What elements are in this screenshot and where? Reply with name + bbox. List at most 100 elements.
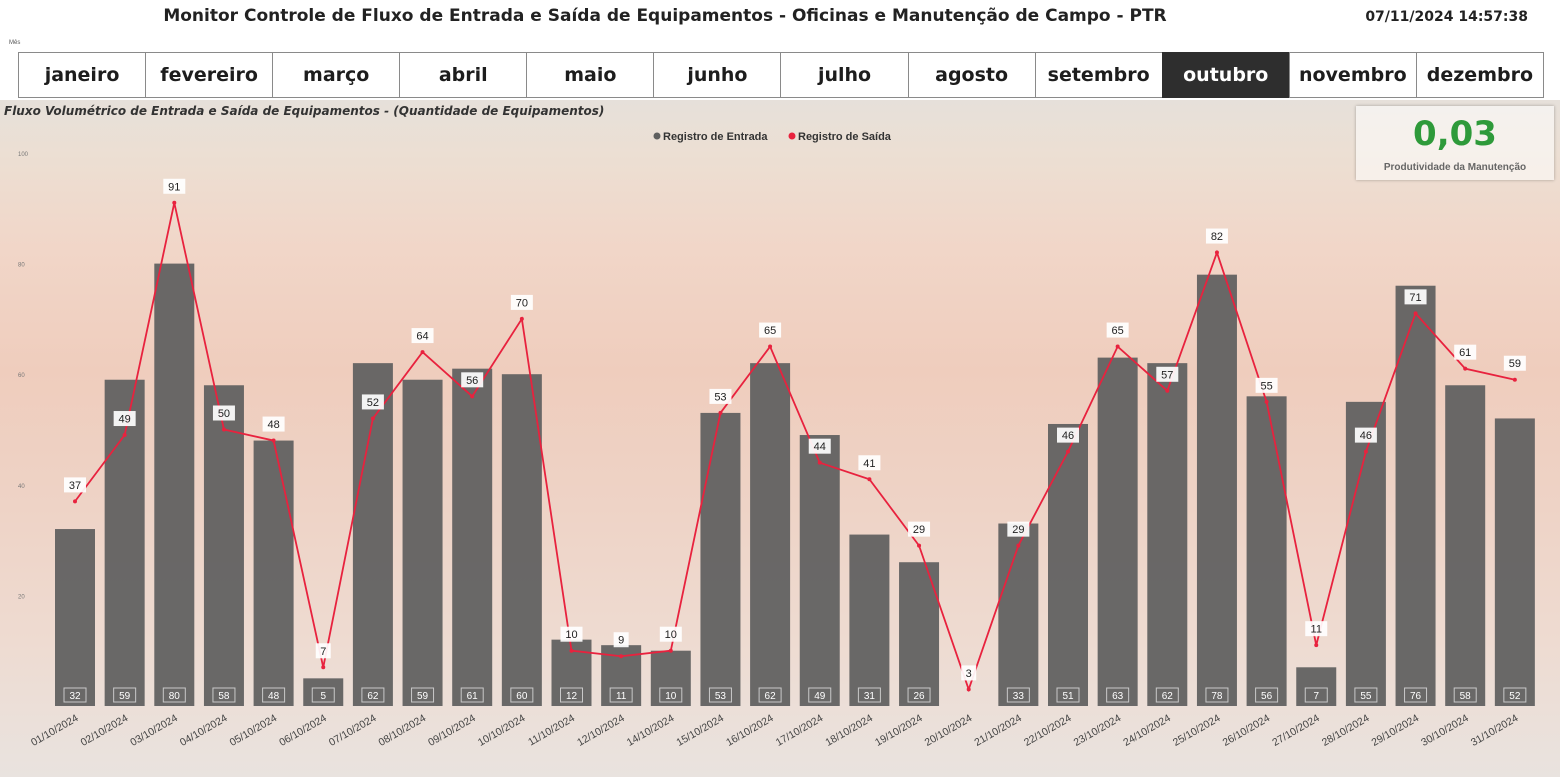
saida-point [271, 438, 276, 443]
month-button-abril[interactable]: abril [399, 52, 528, 98]
bar-value-label: 61 [467, 691, 479, 702]
saida-value-label: 82 [1211, 231, 1223, 243]
saida-value-label: 53 [714, 391, 726, 403]
saida-value-label: 48 [267, 419, 279, 431]
saida-point [172, 200, 177, 205]
x-tick-label: 29/10/2024 [1370, 712, 1422, 749]
saida-value-label: 29 [1012, 524, 1024, 536]
x-tick-label: 21/10/2024 [972, 712, 1024, 749]
bar-entrada [501, 374, 542, 706]
x-tick-label: 14/10/2024 [625, 712, 677, 749]
saida-point [1264, 399, 1269, 404]
datetime-stamp: 07/11/2024 14:57:38 [1365, 9, 1528, 25]
saida-point [321, 665, 326, 670]
bar-value-label: 51 [1062, 691, 1074, 702]
saida-value-label: 29 [913, 524, 925, 536]
saida-point [519, 316, 524, 321]
saida-value-label: 41 [863, 458, 875, 470]
bar-value-label: 59 [417, 691, 429, 702]
bar-entrada [998, 523, 1039, 706]
month-slicer: janeiro fevereiro março abril maio junho julho… [18, 52, 1544, 98]
saida-point [1165, 388, 1170, 393]
saida-value-label: 59 [1509, 358, 1521, 370]
kpi-card: 0,03 Produtividade da Manutenção [1356, 106, 1554, 180]
month-button-fevereiro[interactable]: fevereiro [145, 52, 274, 98]
x-tick-label: 04/10/2024 [178, 712, 230, 749]
saida-value-label: 50 [218, 408, 230, 420]
bar-value-box [311, 687, 335, 703]
saida-label-box [411, 328, 434, 344]
saida-point [1512, 377, 1517, 382]
saida-point [1413, 311, 1418, 316]
bar-value-box [262, 687, 286, 703]
saida-point [917, 543, 922, 548]
y-tick-label: 60 [18, 373, 25, 379]
bar-value-box [560, 687, 583, 703]
bar-value-label: 7 [1313, 691, 1319, 702]
saida-label-box [1305, 621, 1328, 637]
month-button-novembro[interactable]: novembro [1288, 52, 1417, 98]
saida-point [1463, 366, 1468, 371]
bar-value-box [1453, 687, 1477, 703]
page-title: Monitor Controle de Fluxo de Entrada e S… [163, 6, 1167, 26]
bar-entrada [1445, 385, 1486, 706]
bar-value-label: 63 [1112, 691, 1124, 702]
bar-value-box [361, 687, 385, 703]
x-tick-label: 09/10/2024 [426, 712, 478, 749]
month-button-janeiro[interactable]: janeiro [18, 52, 147, 98]
saida-point [817, 460, 822, 465]
bar-value-label: 5 [320, 691, 326, 702]
bar-entrada [402, 379, 443, 706]
bar-value-label: 56 [1261, 691, 1273, 702]
y-tick-label: 20 [18, 594, 25, 600]
saida-label-box [858, 455, 881, 471]
bar-entrada [154, 263, 195, 706]
bar-entrada [452, 368, 493, 706]
header-bar: Monitor Controle de Fluxo de Entrada e S… [0, 0, 1560, 46]
month-button-maio[interactable]: maio [526, 52, 655, 98]
month-button-dezembro[interactable]: dezembro [1415, 52, 1544, 98]
month-button-setembro[interactable]: setembro [1034, 52, 1163, 98]
month-button-junho[interactable]: junho [653, 52, 782, 98]
bar-value-label: 80 [169, 691, 181, 702]
bar-value-label: 32 [69, 691, 81, 702]
bar-value-label: 31 [864, 691, 876, 702]
saida-label-box [1255, 377, 1278, 393]
legend-saida-label: Registro de Saída [798, 131, 892, 143]
bar-entrada [1048, 423, 1088, 706]
x-tick-label: 20/10/2024 [923, 712, 975, 749]
bar-value-box [411, 687, 435, 703]
bar-value-label: 58 [1460, 691, 1472, 702]
saida-value-label: 7 [320, 646, 326, 658]
bar-entrada [303, 678, 344, 706]
bar-value-box [1404, 687, 1428, 703]
saida-label-box [1454, 344, 1477, 360]
month-button-agosto[interactable]: agosto [907, 52, 1036, 98]
bar-value-label: 52 [1509, 691, 1521, 702]
month-button-março[interactable]: março [272, 52, 401, 98]
bar-entrada [700, 412, 741, 706]
saida-label-box [262, 416, 285, 432]
saida-point [420, 350, 425, 355]
saida-value-label: 91 [168, 181, 180, 193]
saida-label-box [659, 626, 682, 642]
saida-label-box [560, 626, 583, 642]
saida-value-label: 46 [1062, 430, 1074, 442]
saida-value-label: 64 [416, 331, 428, 343]
bar-entrada [253, 440, 294, 706]
x-tick-label: 24/10/2024 [1121, 712, 1173, 749]
month-button-outubro[interactable]: outubro [1161, 52, 1290, 98]
bar-value-box [1155, 687, 1179, 703]
month-button-julho[interactable]: julho [780, 52, 909, 98]
flow-chart: 20 40 60 80 100 Registro de Entrada Registro d… [18, 131, 1535, 749]
x-tick-label: 23/10/2024 [1072, 712, 1124, 749]
bar-value-label: 48 [268, 691, 280, 702]
x-tick-label: 28/10/2024 [1320, 712, 1372, 749]
saida-label-box [1354, 427, 1377, 443]
saida-point [470, 394, 475, 399]
saida-label-box [613, 632, 629, 648]
saida-point [768, 344, 773, 349]
saida-value-label: 65 [764, 325, 776, 337]
x-tick-label: 27/10/2024 [1270, 712, 1322, 749]
bar-value-label: 58 [218, 691, 230, 702]
